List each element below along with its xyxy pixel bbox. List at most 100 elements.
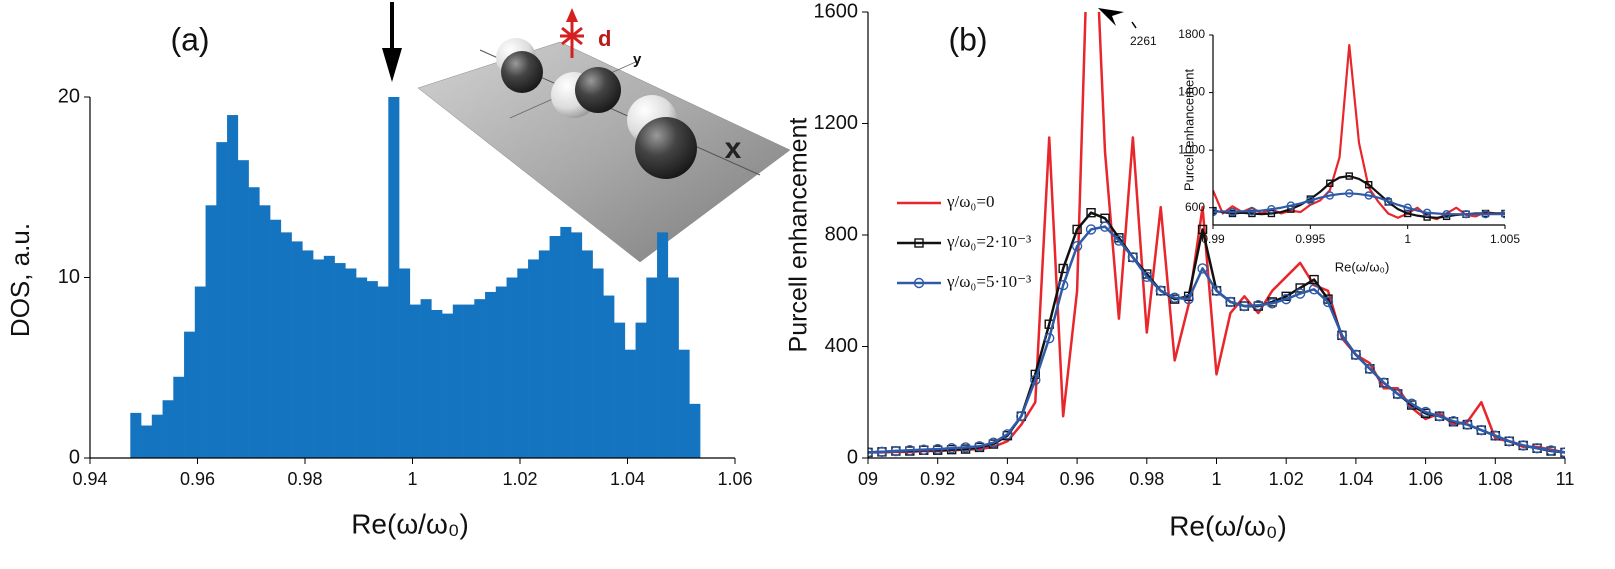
marker: [1309, 274, 1319, 285]
axis-label-y: y: [633, 51, 642, 68]
histogram-bar: [581, 250, 593, 458]
axis-label-x: x: [725, 132, 742, 165]
histogram-bar: [399, 268, 411, 458]
plot-area: [1213, 43, 1505, 221]
histogram-bar: [205, 205, 217, 458]
x-tick-label: 0.96: [1060, 469, 1095, 489]
histogram-bar: [313, 259, 325, 458]
marker: [1364, 363, 1376, 374]
marker: [876, 446, 888, 458]
plot-area: [130, 97, 701, 458]
histogram-bar: [603, 295, 615, 458]
marker: [1336, 330, 1348, 341]
histogram-bar: [517, 268, 529, 458]
marker: [1517, 440, 1529, 451]
y-axis-label: Purcell enhancement: [785, 118, 813, 353]
histogram-bar: [667, 277, 679, 458]
legend-label: γ/ω₀=2·10⁻³: [946, 232, 1031, 251]
marker: [1308, 284, 1320, 295]
marker: [960, 442, 971, 453]
marker: [1403, 203, 1412, 212]
marker: [1325, 191, 1335, 200]
x-tick-label: 0.94: [990, 469, 1025, 489]
marker: [1306, 196, 1315, 205]
marker: [1253, 300, 1264, 311]
marker: [1085, 224, 1097, 235]
marker: [1267, 209, 1276, 218]
histogram-bar: [689, 403, 701, 458]
marker: [1213, 207, 1218, 217]
marker: [1434, 410, 1445, 422]
y-tick-label: 400: [825, 335, 858, 357]
histogram-bar: [538, 250, 550, 458]
inset-x-axis-label: Re(ω/ω₀): [1335, 259, 1390, 274]
marker: [1197, 263, 1208, 274]
histogram-bar: [334, 263, 346, 458]
histogram-bar: [485, 291, 497, 458]
histogram-bar: [592, 268, 604, 458]
marker: [1326, 179, 1334, 187]
histogram-bar: [141, 425, 153, 458]
histogram-bar: [194, 286, 206, 458]
offscale-value-label: 2261: [1130, 34, 1157, 48]
marker: [1448, 416, 1459, 427]
marker: [1322, 296, 1334, 308]
y-axis-label: DOS, a.u.: [5, 223, 35, 337]
x-tick-label: 0.98: [287, 469, 322, 489]
x-axis-label: Re(ω/ω₀): [351, 508, 469, 539]
marker: [1423, 213, 1431, 221]
histogram-bar: [356, 277, 368, 458]
marker: [904, 444, 916, 456]
x-tick-label: 1: [407, 469, 417, 489]
x-tick-label: 1.04: [610, 469, 645, 489]
histogram-bar: [216, 142, 228, 458]
marker: [1086, 207, 1096, 218]
dipole-label: d: [598, 26, 611, 51]
marker: [1211, 285, 1222, 296]
marker: [1058, 263, 1068, 274]
histogram-bar: [646, 277, 658, 458]
y-tick-label: 1800: [1178, 27, 1205, 41]
marker: [890, 445, 902, 457]
marker: [1072, 224, 1082, 235]
marker: [1228, 207, 1237, 217]
histogram-bar: [560, 226, 572, 458]
marker: [1071, 240, 1083, 252]
marker: [1490, 430, 1501, 441]
marker: [1057, 279, 1069, 291]
marker: [1350, 349, 1362, 361]
peak-pointer: [1098, 8, 1137, 29]
plot-area: [868, 12, 1565, 458]
marker: [1420, 406, 1431, 418]
histogram-bar: [345, 268, 357, 458]
x-tick-label: 0.99: [1201, 232, 1225, 246]
histogram-bar: [259, 205, 271, 458]
marker: [1545, 445, 1557, 456]
legend-label: γ/ω₀=5·10⁻³: [946, 272, 1031, 291]
marker: [1442, 210, 1451, 219]
marker: [1267, 298, 1278, 309]
y-tick-label: 1600: [814, 0, 859, 22]
x-tick-label: 0.98: [1129, 469, 1164, 489]
x-tick-label: 1.005: [1490, 232, 1520, 246]
marker: [932, 443, 943, 455]
histogram-bar: [227, 115, 239, 458]
marker: [1392, 388, 1403, 400]
marker: [1155, 285, 1166, 296]
legend-marker: [913, 277, 925, 289]
x-axis-label: Re(ω/ω₀): [1169, 510, 1287, 541]
panel-label: (b): [948, 21, 987, 57]
histogram-bar: [130, 412, 142, 458]
marker: [1295, 283, 1305, 293]
marker: [1461, 210, 1471, 219]
marker: [1044, 332, 1055, 344]
histogram-bar: [184, 331, 196, 458]
histogram-bar: [635, 322, 647, 458]
y-tick-label: 1000: [1178, 142, 1205, 156]
marker: [1365, 180, 1373, 189]
marker: [1462, 419, 1473, 430]
marker: [1422, 208, 1432, 217]
y-tick-label: 800: [825, 223, 858, 245]
marker: [1141, 271, 1153, 283]
x-tick-label: 09: [858, 469, 878, 489]
